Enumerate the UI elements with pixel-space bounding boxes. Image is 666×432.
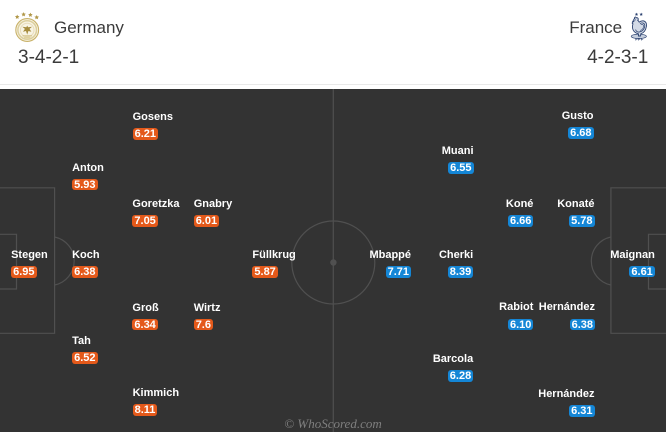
player-home[interactable]: Goretzka 7.05: [132, 197, 180, 228]
player-name: Hernández: [538, 301, 595, 314]
header: Germany 3-4-2-1 FFF France 4-2-3-1: [0, 0, 666, 89]
player-home[interactable]: Kimmich 8.11: [132, 387, 180, 417]
player-rating-badge: 6.38: [569, 318, 595, 331]
player-name: Hernández: [538, 388, 595, 400]
player-name: Groß: [132, 301, 159, 314]
away-formation: 4-2-3-1: [587, 47, 649, 68]
player-rating-badge: 8.11: [132, 404, 158, 417]
player-away[interactable]: Hernández 6.38: [538, 301, 595, 331]
away-team-name[interactable]: France: [569, 17, 623, 37]
player-name: Goretzka: [132, 197, 180, 210]
player-rating-badge: 6.68: [568, 127, 594, 140]
home-team-name[interactable]: Germany: [54, 17, 124, 37]
player-name: Kimmich: [132, 387, 180, 400]
player-home[interactable]: Anton 5.93: [72, 161, 104, 191]
player-name: Cherki: [438, 248, 474, 261]
player-rating-badge: 5.78: [569, 215, 595, 228]
player-rating-badge: 7.6: [193, 318, 213, 331]
player-away[interactable]: Maignan 6.61: [610, 248, 655, 278]
player-away[interactable]: Mbappé 7.71: [369, 248, 411, 279]
player-name: Konaté: [557, 197, 595, 210]
player-rating-badge: 6.10: [507, 318, 534, 331]
player-name: Koch: [72, 248, 100, 261]
player-rating-badge: 6.55: [448, 162, 474, 175]
player-name: Füllkrug: [252, 248, 296, 261]
player-name: Stegen: [11, 248, 48, 261]
player-away[interactable]: Konaté 5.78: [557, 197, 595, 228]
player-home[interactable]: Gnabry 6.01: [193, 197, 233, 228]
player-rating-badge: 8.39: [447, 266, 474, 279]
left-penalty-box: [0, 187, 56, 334]
germany-crest-icon[interactable]: [12, 7, 42, 43]
player-rating-badge: 6.95: [11, 266, 37, 279]
left-six-yard-box: [0, 233, 18, 290]
player-name: Rabiot: [499, 301, 534, 314]
right-penalty-arc: [590, 236, 612, 286]
player-rating-badge: 6.61: [629, 265, 655, 278]
player-rating-badge: 6.31: [569, 405, 595, 418]
player-name: Muani: [441, 145, 474, 158]
player-away[interactable]: Cherki 8.39: [438, 248, 474, 279]
player-rating-badge: 6.66: [507, 215, 534, 228]
player-name: Gnabry: [193, 197, 233, 210]
player-rating-badge: 5.93: [72, 178, 98, 191]
left-penalty-arc: [54, 236, 75, 286]
france-crest-icon[interactable]: FFF: [628, 11, 650, 43]
player-home[interactable]: Groß 6.34: [132, 301, 159, 331]
player-rating-badge: 6.52: [72, 352, 98, 365]
player-away[interactable]: Barcola 6.28: [432, 353, 474, 383]
player-away[interactable]: Gusto 6.68: [562, 111, 594, 139]
player-rating-badge: 6.21: [132, 128, 159, 141]
header-divider: [0, 84, 666, 85]
player-name: Tah: [72, 335, 91, 348]
player-away[interactable]: Koné 6.66: [505, 197, 534, 228]
player-name: Anton: [72, 161, 104, 174]
player-name: Barcola: [432, 353, 474, 366]
player-rating-badge: 7.05: [132, 215, 158, 228]
player-rating-badge: 6.28: [447, 370, 474, 383]
player-name: Gosens: [132, 110, 173, 123]
right-six-yard-box: [647, 233, 666, 290]
player-away[interactable]: Rabiot 6.10: [499, 301, 534, 331]
player-home[interactable]: Stegen 6.95: [11, 248, 48, 279]
center-circle: [291, 220, 376, 305]
player-home[interactable]: Gosens 6.21: [132, 110, 173, 141]
watermark: © WhoScored.com: [284, 415, 382, 431]
player-rating-badge: 6.01: [193, 215, 220, 228]
player-home[interactable]: Tah 6.52: [72, 335, 98, 365]
svg-text:FFF: FFF: [635, 37, 644, 42]
player-name: Maignan: [610, 248, 655, 261]
player-name: Mbappé: [369, 248, 411, 261]
player-rating-badge: 7.71: [385, 266, 411, 279]
player-away[interactable]: Muani 6.55: [442, 146, 474, 174]
pitch-markings: [0, 89, 666, 432]
player-rating-badge: 5.87: [252, 266, 278, 279]
player-home[interactable]: Koch 6.38: [72, 248, 100, 279]
player-home[interactable]: Füllkrug 5.87: [252, 248, 296, 279]
player-away[interactable]: Hernández 6.31: [538, 388, 595, 418]
player-rating-badge: 6.38: [72, 266, 98, 279]
player-name: Koné: [505, 197, 534, 210]
home-formation: 3-4-2-1: [18, 47, 80, 68]
player-rating-badge: 6.34: [132, 318, 158, 331]
center-spot: [330, 259, 337, 266]
player-home[interactable]: Wirtz 7.6: [193, 301, 221, 331]
right-penalty-box: [610, 187, 666, 334]
player-name: Gusto: [561, 110, 594, 122]
player-name: Wirtz: [193, 301, 221, 314]
pitch: Stegen 6.95 Anton 5.93 Koch 6.38 Tah 6.52 Gosens…: [0, 89, 666, 432]
